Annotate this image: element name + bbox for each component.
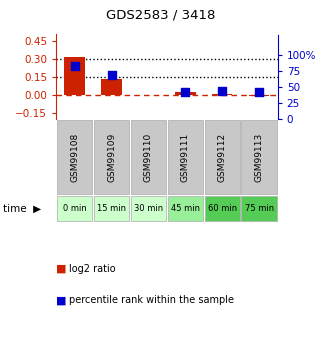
Bar: [94, 196, 129, 221]
Text: ■: ■: [56, 264, 67, 274]
Text: ■: ■: [56, 295, 67, 305]
Bar: [204, 120, 240, 194]
Bar: [65, 58, 85, 95]
Point: [256, 90, 262, 95]
Text: 60 min: 60 min: [208, 204, 237, 213]
Bar: [175, 92, 195, 95]
Text: time  ▶: time ▶: [3, 204, 41, 214]
Text: GSM99108: GSM99108: [70, 132, 79, 181]
Bar: [249, 95, 269, 96]
Bar: [131, 120, 166, 194]
Point: [220, 88, 225, 94]
Text: GDS2583 / 3418: GDS2583 / 3418: [106, 9, 215, 22]
Text: 15 min: 15 min: [97, 204, 126, 213]
Bar: [101, 79, 122, 95]
Text: GSM99112: GSM99112: [218, 132, 227, 181]
Bar: [131, 196, 166, 221]
Bar: [168, 120, 203, 194]
Text: GSM99111: GSM99111: [181, 132, 190, 181]
Text: log2 ratio: log2 ratio: [69, 264, 116, 274]
Text: GSM99109: GSM99109: [107, 132, 116, 181]
Text: 0 min: 0 min: [63, 204, 86, 213]
Text: GSM99110: GSM99110: [144, 132, 153, 181]
Point: [72, 63, 77, 69]
Bar: [212, 94, 232, 95]
Bar: [241, 120, 277, 194]
Bar: [57, 120, 92, 194]
Text: 45 min: 45 min: [171, 204, 200, 213]
Bar: [57, 196, 92, 221]
Text: 75 min: 75 min: [245, 204, 274, 213]
Point: [183, 89, 188, 95]
Bar: [94, 120, 129, 194]
Text: GSM99113: GSM99113: [255, 132, 264, 181]
Text: percentile rank within the sample: percentile rank within the sample: [69, 295, 234, 305]
Bar: [204, 196, 240, 221]
Text: 30 min: 30 min: [134, 204, 163, 213]
Bar: [168, 196, 203, 221]
Bar: [241, 196, 277, 221]
Point: [109, 72, 114, 77]
